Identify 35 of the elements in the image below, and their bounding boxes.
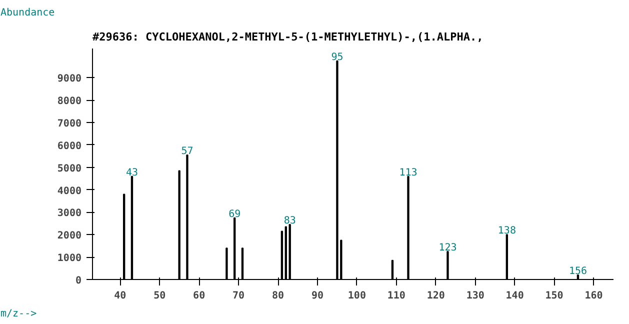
x-tick-label: 90	[311, 290, 324, 302]
annotation: 156	[568, 266, 588, 278]
y-tick-label: 9000	[57, 74, 82, 85]
x-tick-label: 150	[545, 290, 564, 302]
annotation: 83	[284, 216, 296, 227]
x-tick-label: 120	[426, 290, 445, 302]
x-tick-label: 80	[272, 290, 284, 302]
y-tick-label: 3000	[57, 208, 82, 220]
x-tick-label: 70	[232, 290, 245, 302]
y-axis-title: Abundance	[0, 8, 55, 18]
x-tick-label: 100	[348, 290, 366, 302]
annotation: 123	[438, 242, 457, 254]
x-axis-title: m/z-->	[0, 308, 37, 320]
annotation: 69	[228, 208, 241, 220]
annotation: 113	[399, 167, 418, 178]
chart-title: #29636: CYCLOHEXANOL,2-METHYL-5-(1-METHYLETHYL)-,(1.ALPHA.,	[92, 30, 484, 44]
y-tick-label: 8000	[57, 96, 82, 108]
annotation: 43	[126, 167, 138, 178]
y-tick-label: 1000	[57, 253, 82, 264]
y-tick-label: 4000	[57, 186, 82, 197]
y-tick-label: 0	[75, 276, 82, 286]
annotation: 138	[498, 226, 516, 237]
x-tick-label: 50	[154, 290, 166, 302]
x-tick-label: 130	[466, 290, 484, 302]
x-tick-label: 110	[387, 290, 406, 302]
annotation: 95	[331, 52, 344, 63]
y-tick-label: 6000	[57, 140, 82, 152]
x-tick-label: 160	[584, 290, 603, 302]
y-tick-label: 7000	[57, 118, 82, 130]
x-tick-label: 140	[506, 290, 524, 302]
y-tick-label: 5000	[57, 163, 82, 174]
y-tick-label: 2000	[57, 230, 82, 242]
annotation: 57	[181, 146, 194, 158]
x-tick-label: 60	[193, 290, 206, 302]
x-tick-label: 40	[114, 290, 126, 302]
